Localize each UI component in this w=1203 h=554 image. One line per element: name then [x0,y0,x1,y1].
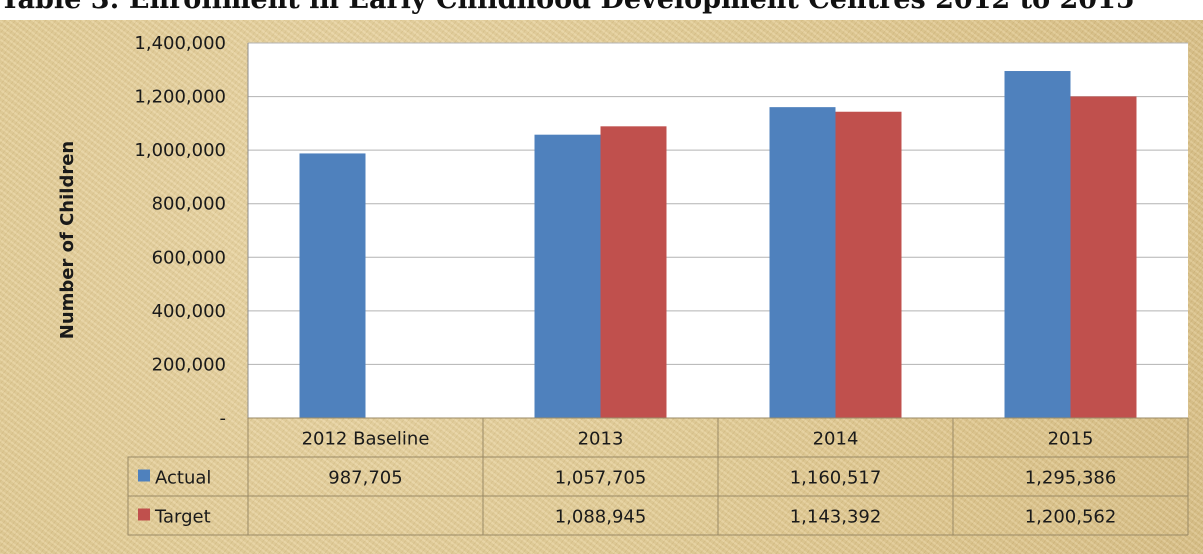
bar-target-2 [835,111,902,418]
data-label-actual: 1,295,386 [1025,468,1117,489]
y-tick-label: 200,000 [152,354,226,375]
bar-chart: - 200,000 400,000 600,000 800,000 1,000,000 1,… [57,33,1189,536]
data-label-actual: 987,705 [328,468,402,489]
y-tick-label: 1,200,000 [134,87,226,108]
data-label-target: 1,143,392 [790,507,882,528]
data-label-actual: 1,160,517 [790,468,882,489]
bar-actual-0 [299,153,366,418]
data-label-target: 1,200,562 [1025,507,1117,528]
chart-frame: - 200,000 400,000 600,000 800,000 1,000,000 1,… [0,20,1203,554]
bar-actual-1 [534,134,601,418]
y-tick-label: 800,000 [152,194,226,215]
y-axis-label: Number of Children [57,141,78,339]
data-label-actual: 1,057,705 [555,468,647,489]
y-tick-label: 1,000,000 [134,140,226,161]
y-tick-label: 400,000 [152,301,226,322]
bar-actual-2 [769,107,836,419]
category-label: 2012 Baseline [302,429,430,450]
y-tick-label: - [220,408,227,429]
data-label-target: 1,088,945 [555,507,647,528]
legend-swatch-target [138,508,150,521]
bars [299,71,1137,419]
category-label: 2014 [813,429,859,450]
legend-label-actual: Actual [155,468,211,489]
page-title: Table 3: Enrollment in Early Childhood D… [0,0,1203,18]
category-label: 2015 [1048,429,1094,450]
bar-actual-3 [1004,71,1071,418]
bar-target-3 [1070,96,1137,418]
category-label: 2013 [578,429,624,450]
y-tick-label: 1,400,000 [134,33,226,54]
y-axis: - 200,000 400,000 600,000 800,000 1,000,000 1,… [134,33,249,429]
bar-target-1 [600,126,667,419]
y-tick-label: 600,000 [152,247,226,268]
legend-swatch-actual [138,469,150,482]
data-table: 2012 Baseline 2013 2014 2015 Actual 987,705 1,… [127,417,1189,536]
legend-label-target: Target [154,507,211,528]
